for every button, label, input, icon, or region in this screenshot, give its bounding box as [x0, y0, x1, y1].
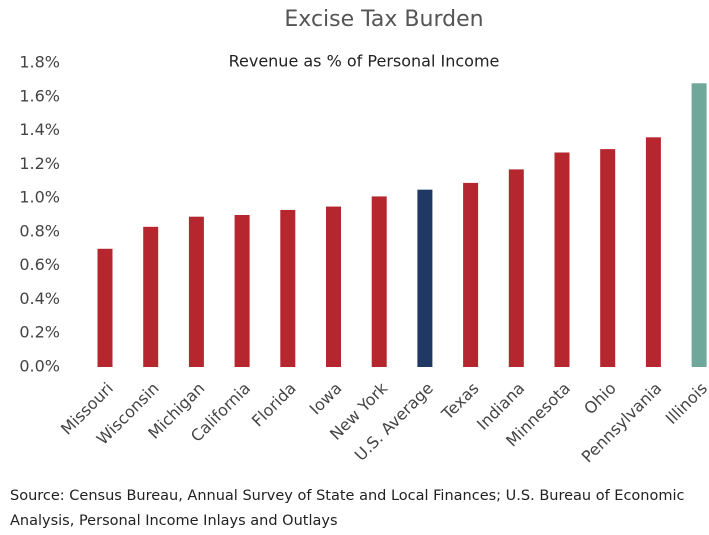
bar	[234, 215, 250, 367]
chart: Excise Tax Burden Revenue as % of Person…	[19, 7, 709, 467]
bar	[326, 206, 341, 367]
x-tick-label: Florida	[248, 379, 300, 431]
y-tick-label: 0.6%	[19, 255, 60, 274]
y-tick-label: 1.0%	[19, 188, 60, 207]
bar	[417, 189, 433, 367]
bar	[280, 209, 296, 367]
bar	[508, 169, 524, 367]
bar	[463, 182, 479, 367]
y-tick-label: 1.2%	[19, 154, 60, 173]
y-tick-label: 0.4%	[19, 289, 60, 308]
chart-subtitle: Revenue as % of Personal Income	[229, 52, 500, 71]
bar	[188, 216, 204, 367]
chart-title: Excise Tax Burden	[284, 7, 483, 32]
y-tick-label: 0.8%	[19, 221, 60, 240]
y-tick-label: 1.4%	[19, 120, 60, 139]
bar	[97, 248, 113, 367]
bar	[600, 149, 616, 367]
bar	[371, 196, 387, 367]
y-tick-label: 0.0%	[19, 357, 60, 376]
bar	[143, 226, 159, 367]
y-tick-label: 1.8%	[19, 53, 60, 72]
y-tick-label: 1.6%	[19, 86, 60, 105]
y-tick-label: 0.2%	[19, 323, 60, 342]
bar	[554, 152, 570, 367]
source-note: Source: Census Bureau, Annual Survey of …	[10, 488, 685, 529]
bar	[691, 83, 707, 368]
x-tick-label: Iowa	[306, 379, 346, 419]
x-tick-label: Pennsylvania	[578, 379, 666, 467]
bar	[645, 137, 661, 367]
x-tick-label: Illinois	[662, 379, 709, 428]
x-tick-label: Ohio	[580, 379, 620, 419]
